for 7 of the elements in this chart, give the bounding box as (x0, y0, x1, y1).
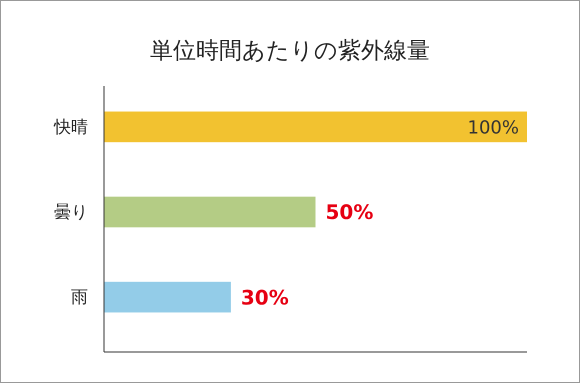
data-label: 100% (468, 117, 519, 138)
y-tick-label: 快晴 (53, 117, 88, 136)
y-tick-label: 曇り (54, 202, 88, 222)
data-label: 30% (240, 285, 289, 310)
chart-title: 単位時間あたりの紫外線量 (150, 38, 430, 64)
data-label: 50% (326, 200, 374, 224)
y-tick-label: 雨 (71, 288, 88, 307)
